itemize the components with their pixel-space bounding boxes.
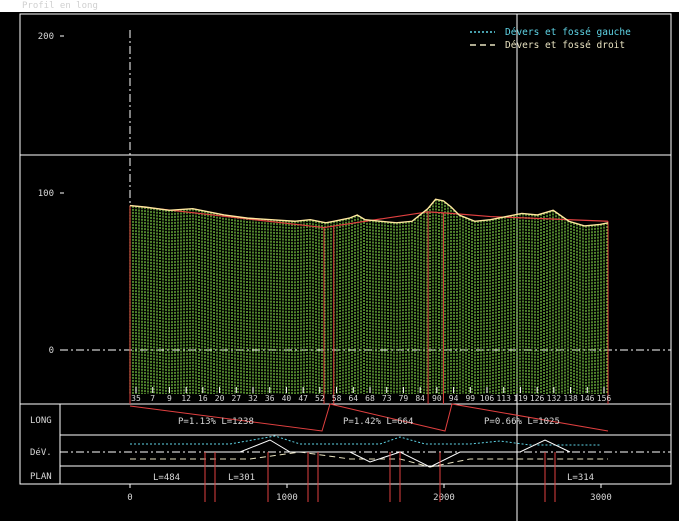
dev-left-line	[130, 435, 600, 446]
design-line	[129, 204, 609, 229]
profile-number: 68	[365, 394, 375, 403]
x-tick-label: 2000	[433, 493, 455, 503]
y-tick-label: 100	[38, 189, 54, 199]
profile-numbers: 35 7 9 12 16 20 27 32 36 40 47 52 58 64 68 73 79 84 90 94 99…	[131, 387, 611, 403]
profile-number: 73	[382, 394, 392, 403]
profile-number: 27	[231, 394, 241, 403]
profile-number: 47	[298, 394, 308, 403]
window-title: Profil en long	[22, 1, 98, 11]
x-tick-label: 3000	[590, 493, 612, 503]
profile-number: 94	[449, 394, 459, 403]
profile-number: 126	[530, 394, 545, 403]
profile-number: 119	[513, 394, 528, 403]
ground-line	[129, 198, 609, 227]
design-verticals	[129, 205, 609, 404]
profile-number: 36	[265, 394, 275, 403]
legend-left-label: Dévers et fossé gauche	[505, 27, 631, 38]
profile-canvas[interactable]: Dévers et fossé gauche Dévers et fossé d…	[0, 12, 679, 521]
long-segment-label: P=0.66% L=1025	[484, 417, 560, 427]
profile-number: 113	[496, 394, 511, 403]
profile-number: 138	[563, 394, 578, 403]
long-band-polyline	[129, 403, 609, 432]
long-segment-label: P=1.13% L=1238	[178, 417, 254, 427]
legend: Dévers et fossé gauche Dévers et fossé d…	[470, 27, 631, 51]
x-tick-label: 1000	[276, 493, 298, 503]
plan-band: L=484 L=301 L=314	[153, 452, 594, 502]
band-label-plan: PLAN	[30, 472, 52, 482]
profile-number: 35	[131, 394, 141, 403]
profile-number: 84	[415, 394, 425, 403]
x-tick-label: 0	[127, 493, 132, 503]
profile-number: 52	[315, 394, 325, 403]
x-axis: 0 1000 2000 3000	[127, 484, 612, 503]
plan-label-3: L=314	[567, 473, 594, 483]
profile-number: 99	[465, 394, 475, 403]
plan-label-2: L=301	[228, 473, 255, 483]
band-label-long: LONG	[30, 416, 52, 426]
profile-number: 156	[597, 394, 612, 403]
legend-right-label: Dévers et fossé droit	[505, 40, 625, 51]
profile-number: 32	[248, 394, 258, 403]
y-tick-label: 0	[49, 346, 54, 356]
profile-number: 16	[198, 394, 208, 403]
frames	[19, 13, 672, 521]
profile-number: 90	[432, 394, 442, 403]
long-band-labels: P=1.13% L=1238 P=1.42% L=664 P=0.66% L=102…	[178, 417, 560, 427]
profile-number: 58	[332, 394, 342, 403]
dev-crossfall-line	[205, 439, 571, 468]
ground-hatching	[129, 199, 608, 394]
long-segment-label: P=1.42% L=664	[343, 417, 413, 427]
profile-number: 40	[282, 394, 292, 403]
plot-frame	[19, 13, 672, 485]
profile-number: 64	[348, 394, 358, 403]
band-label-dev: DéV.	[30, 447, 52, 458]
profile-number: 106	[480, 394, 495, 403]
profile-number: 79	[399, 394, 409, 403]
y-tick-label: 200	[38, 32, 54, 42]
profile-number: 20	[215, 394, 225, 403]
profile-number: 132	[547, 394, 562, 403]
profile-number: 9	[167, 394, 172, 403]
profile-number: 146	[580, 394, 595, 403]
window-title-bar: Profil en long	[0, 0, 679, 12]
profile-number: 7	[150, 394, 155, 403]
profile-number: 12	[181, 394, 191, 403]
long-band	[129, 403, 609, 432]
y-axis: 200 100 0	[38, 32, 64, 356]
plan-label-1: L=484	[153, 473, 180, 483]
